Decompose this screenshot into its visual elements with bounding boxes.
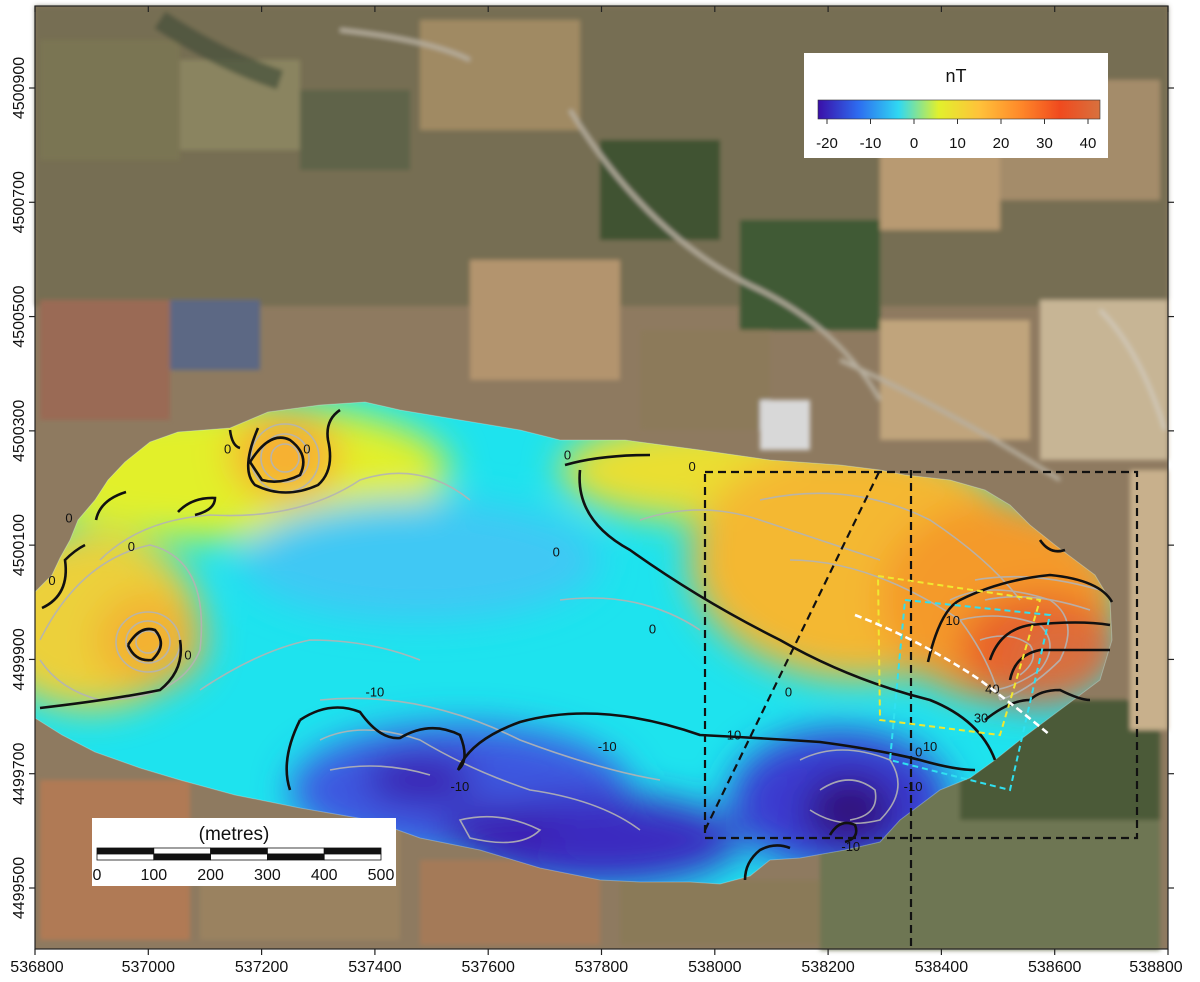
colorbar-tick-label: 10 — [949, 135, 966, 152]
yellow-dashed-area — [876, 574, 1042, 737]
x-tick-label: 537200 — [235, 959, 288, 976]
y-tick-label: 4500700 — [11, 171, 28, 233]
x-tick-label: 537800 — [575, 959, 628, 976]
x-tick-label: 538800 — [1129, 959, 1182, 976]
contour-label: 0 — [48, 573, 55, 588]
x-tick-label: 536800 — [10, 959, 63, 976]
scalebar-title: (metres) — [199, 824, 270, 845]
study-area-outlines — [703, 469, 1139, 949]
x-tick-label: 537400 — [348, 959, 401, 976]
scale-bar: (metres) 0 100 200 300 400 500 — [92, 818, 396, 886]
scalebar-tick-label: 500 — [368, 867, 395, 884]
colorbar-title: nT — [945, 66, 966, 86]
contour-label: -10 — [598, 739, 617, 754]
x-axis: 536800 537000 537200 537400 537600 537800 5380… — [10, 6, 1183, 976]
colorbar: nT -20 -10 0 10 20 30 40 — [804, 53, 1108, 158]
contour-label: 0 — [65, 510, 72, 525]
diagonal-dashed-line — [704, 469, 881, 831]
scalebar-tick-label: 200 — [197, 867, 224, 884]
colorbar-ramp — [817, 99, 1101, 120]
scalebar-tick-label: 100 — [140, 867, 167, 884]
colorbar-tick-label: 20 — [993, 135, 1010, 152]
white-dashed-profile — [854, 613, 1051, 736]
y-tick-label: 4499700 — [11, 742, 28, 804]
contour-label: 10 — [945, 613, 959, 628]
colorbar-tick-label: -10 — [860, 135, 882, 152]
y-tick-label: 4499900 — [11, 628, 28, 690]
y-tick-label: 4500500 — [11, 285, 28, 347]
contour-label: 0 — [553, 545, 560, 560]
y-axis: 4500900 4500700 4500500 4500300 4500100 44999… — [11, 57, 1174, 919]
x-tick-label: 538200 — [801, 959, 854, 976]
y-tick-label: 4499500 — [11, 857, 28, 919]
y-tick-label: 4500900 — [11, 57, 28, 119]
x-tick-label: 538600 — [1028, 959, 1081, 976]
x-tick-label: 537000 — [122, 959, 175, 976]
colorbar-tick-label: 0 — [910, 135, 918, 152]
scalebar-tick-label: 0 — [93, 867, 102, 884]
outer-study-box — [703, 470, 1139, 840]
major-contours — [39, 408, 1114, 881]
x-tick-label: 537600 — [462, 959, 515, 976]
contour-label: 0 — [303, 442, 310, 457]
contour-label: 30 — [974, 710, 988, 725]
contour-label: 0 — [128, 539, 135, 554]
contour-label: 0 — [689, 459, 696, 474]
y-tick-label: 4500300 — [11, 400, 28, 462]
scalebar-tick-label: 300 — [254, 867, 281, 884]
contour-label: -10 — [366, 685, 385, 700]
contour-label: 10 — [923, 739, 937, 754]
contour-label: -10 — [722, 727, 741, 742]
cyan-dashed-area — [888, 598, 1052, 792]
contour-label: 0 — [649, 622, 656, 637]
contour-label: 0 — [224, 442, 231, 457]
y-tick-label: 4500100 — [11, 514, 28, 576]
x-tick-label: 538400 — [915, 959, 968, 976]
x-tick-label: 538000 — [688, 959, 741, 976]
contour-label: -10 — [904, 779, 923, 794]
scalebar-tick-label: 400 — [311, 867, 338, 884]
contour-label: 0 — [184, 647, 191, 662]
colorbar-tick-label: 40 — [1080, 135, 1097, 152]
contour-label: 0 — [564, 447, 571, 462]
contour-label: -10 — [450, 779, 469, 794]
contour-label: 0 — [915, 745, 922, 760]
contour-label: 0 — [785, 685, 792, 700]
colorbar-tick-label: -20 — [816, 135, 838, 152]
contour-label: -10 — [841, 839, 860, 854]
colorbar-tick-label: 30 — [1036, 135, 1053, 152]
